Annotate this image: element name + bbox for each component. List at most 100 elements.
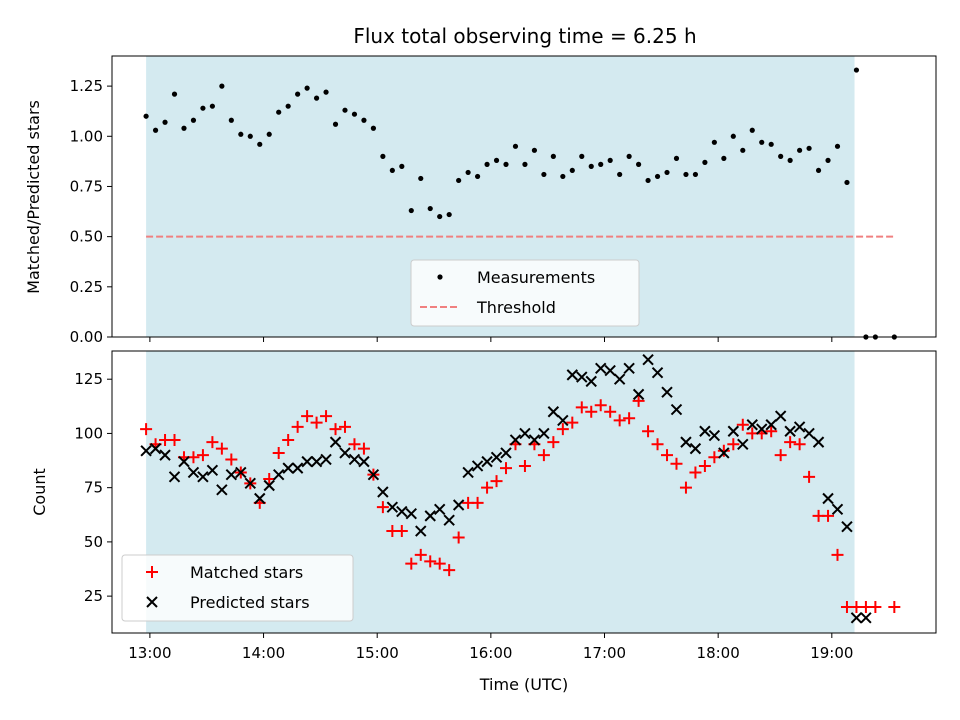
measurement-point	[512, 143, 519, 149]
predicted-star-point	[812, 436, 825, 448]
predicted-star-point	[310, 455, 323, 468]
matched-star-point	[215, 442, 228, 455]
matched-star-point	[566, 416, 579, 429]
predicted-star-point	[699, 425, 711, 437]
bottom-ytick-label: 50	[84, 533, 103, 551]
measurement-point	[626, 153, 632, 159]
predicted-star-point	[651, 366, 664, 379]
bottom-legend-box	[121, 554, 354, 622]
predicted-star-point	[604, 364, 616, 377]
bottom-xtick-label: 19:00	[810, 644, 853, 662]
matched-star-point	[282, 433, 295, 446]
predicted-star-point	[291, 462, 304, 474]
matched-star-point	[765, 425, 778, 438]
legend-measurements-label: Measurements	[477, 268, 595, 287]
top-ytick-label: 1.00	[70, 127, 103, 145]
predicted-star-point	[254, 492, 266, 505]
matched-star-point	[556, 423, 569, 436]
matched-star-point	[632, 394, 645, 407]
measurement-point	[370, 125, 377, 131]
predicted-star-point	[784, 425, 796, 437]
measurement-point	[541, 171, 547, 178]
matched-star-point	[575, 401, 588, 414]
measurement-point	[238, 131, 244, 137]
predicted-star-point	[377, 486, 389, 498]
bottom-ytick-label: 100	[74, 424, 103, 442]
predicted-star-point	[632, 388, 645, 401]
bottom-ytick-label: 25	[84, 587, 103, 605]
predicted-star-point	[860, 612, 872, 624]
measurement-point	[844, 179, 850, 186]
matched-star-point	[452, 531, 465, 544]
matched-star-point	[329, 423, 342, 436]
matched-star-point	[869, 600, 882, 613]
matched-star-point	[585, 405, 598, 418]
measurement-point	[361, 117, 367, 123]
top-ytick-label: 1.25	[70, 77, 103, 95]
measurement-point	[228, 117, 234, 123]
top-panel: 0.00 0.25 0.50 0.75 1.00 1.25 Matched/Predict…	[24, 55, 937, 346]
predicted-star-point	[670, 403, 683, 416]
predicted-star-point	[168, 471, 181, 483]
matched-star-point	[376, 501, 389, 514]
bottom-xlabel: Time (UTC)	[479, 675, 568, 694]
bottom-legend: Matched stars Predicted stars	[121, 554, 354, 622]
measurement-point	[721, 155, 727, 161]
top-legend: Measurements Threshold	[410, 259, 640, 327]
predicted-star-point	[718, 447, 730, 459]
measurement-point	[617, 171, 623, 178]
measurement-point	[399, 163, 405, 169]
top-ytick-label: 0.50	[70, 228, 103, 246]
matched-star-point	[443, 564, 456, 577]
bottom-panel: 25 50 75 100 125 13:00 14:00 15:00 16:00 17:00 18:…	[30, 350, 937, 694]
top-ytick-label: 0.00	[70, 328, 103, 346]
matched-star-point	[225, 453, 238, 466]
predicted-star-point	[746, 419, 758, 431]
legend-predicted-label: Predicted stars	[190, 593, 310, 612]
measurement-point	[560, 173, 566, 180]
bottom-panel-ticks: 25 50 75 100 125 13:00 14:00 15:00 16:00 17:00 18:…	[74, 370, 853, 662]
predicted-star-point	[528, 434, 541, 446]
measurement-point	[853, 67, 860, 73]
measurement-point	[247, 133, 253, 139]
top-ytick-label: 0.25	[70, 278, 103, 296]
measurement-point	[493, 157, 500, 163]
matched-star-point	[642, 425, 655, 438]
predicted-star-point	[386, 501, 399, 513]
matched-star-point	[547, 436, 560, 449]
predicted-star-point	[197, 471, 209, 483]
matched-star-point	[774, 449, 787, 462]
matched-star-point	[651, 438, 664, 451]
matched-star-point	[670, 457, 683, 470]
top-ylabel: Matched/Predicted stars	[24, 100, 43, 294]
predicted-star-point	[244, 477, 256, 490]
bottom-panel-marks	[140, 353, 901, 624]
predicted-star-point	[557, 414, 569, 427]
measurement-point	[257, 141, 263, 147]
measurement-point	[389, 167, 395, 174]
predicted-star-point	[149, 442, 162, 455]
predicted-star-point	[765, 419, 777, 431]
matched-star-point	[424, 555, 437, 568]
predicted-star-point	[329, 436, 342, 448]
matched-star-point	[481, 481, 494, 494]
matched-star-point	[338, 420, 351, 433]
measurement-point	[778, 153, 784, 159]
matched-star-point	[206, 436, 219, 449]
predicted-star-point	[850, 612, 863, 624]
measurement-point	[711, 139, 717, 145]
measurement-point	[484, 161, 490, 167]
measurement-point	[266, 131, 272, 137]
matched-star-point	[272, 446, 285, 459]
matched-star-point	[471, 496, 484, 509]
legend-matched-label: Matched stars	[190, 563, 303, 582]
measurement-point	[190, 117, 197, 123]
measurement-point	[219, 83, 225, 89]
top-ytick-label: 0.75	[70, 177, 103, 195]
bottom-xtick-label: 14:00	[242, 644, 285, 662]
predicted-star-point	[462, 466, 474, 479]
predicted-star-point	[415, 525, 427, 537]
predicted-star-point	[216, 484, 228, 496]
measurement-point	[740, 147, 746, 153]
measurement-point	[408, 207, 414, 214]
